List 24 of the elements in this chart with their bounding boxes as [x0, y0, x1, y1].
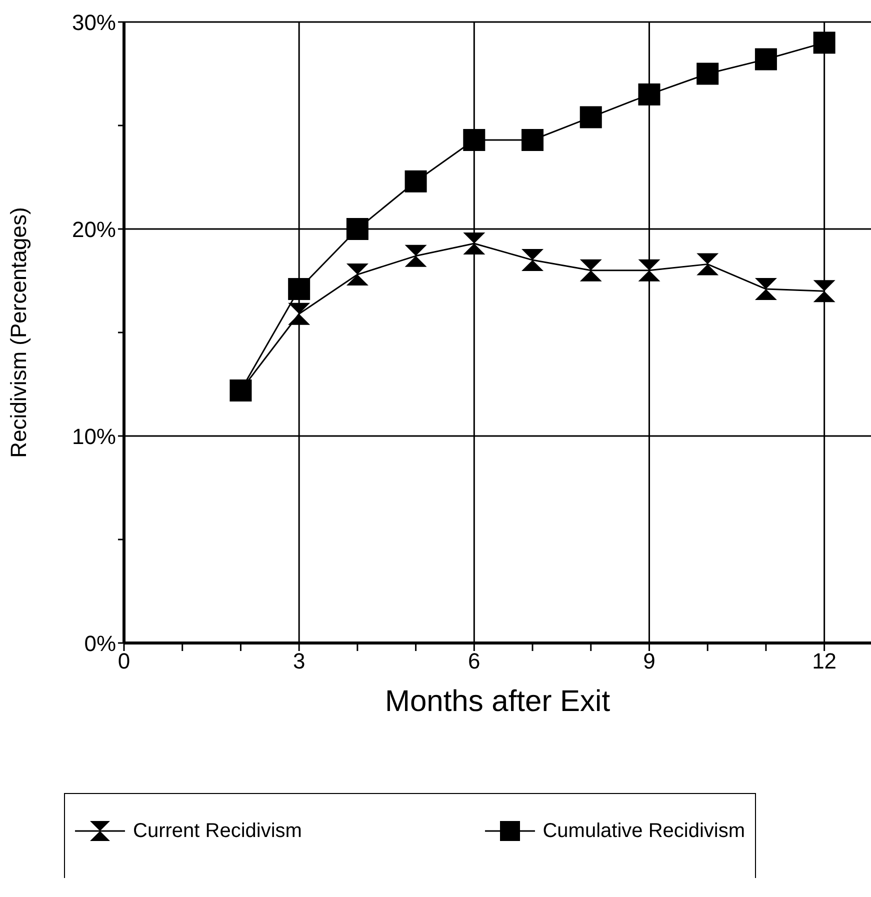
legend-label: Current Recidivism — [132, 819, 302, 843]
point — [813, 32, 836, 54]
x-tick-label: 0 — [118, 648, 130, 674]
point — [754, 48, 777, 70]
x-tick-label: 3 — [292, 648, 306, 674]
y-tick-label: 20% — [72, 216, 116, 242]
point — [288, 278, 310, 300]
x-tick-label: 12 — [812, 648, 837, 674]
y-axis-title: Recidivism (Percentages) — [6, 207, 31, 458]
y-tick-label: 0% — [84, 630, 116, 656]
point — [346, 218, 368, 240]
point — [696, 62, 719, 85]
x-tick-label: 6 — [468, 648, 480, 674]
y-tick-label: 30% — [72, 10, 116, 35]
legend-label: Cumulative Recidivism — [542, 819, 745, 843]
x-axis-title: Months after Exit — [384, 685, 611, 718]
point — [463, 128, 486, 151]
point — [522, 128, 544, 151]
point — [580, 106, 602, 128]
point — [638, 83, 660, 106]
point — [404, 170, 427, 192]
y-tick-label: 10% — [72, 424, 116, 449]
x-tick-label: 9 — [643, 648, 656, 674]
point — [230, 379, 252, 402]
